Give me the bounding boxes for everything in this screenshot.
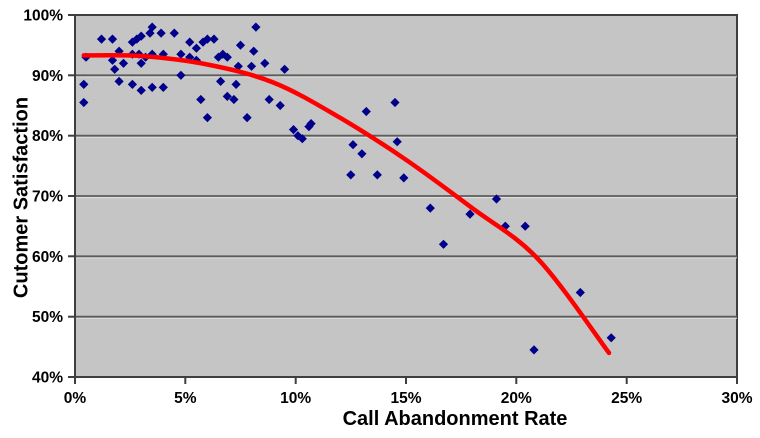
- data-point-marker: [438, 239, 449, 249]
- x-axis-title: Call Abandonment Rate: [342, 408, 568, 430]
- data-point-marker: [107, 55, 118, 65]
- data-point-marker: [260, 58, 270, 68]
- data-point-marker: [158, 82, 168, 92]
- data-point-marker: [79, 97, 89, 108]
- data-point-marker: [229, 94, 239, 105]
- data-point-marker: [79, 79, 89, 89]
- data-point-marker: [209, 34, 219, 44]
- data-point-marker: [246, 61, 257, 71]
- data-point-marker: [288, 125, 299, 135]
- data-point-marker: [147, 22, 157, 32]
- x-tick-label: 5%: [174, 390, 197, 407]
- data-point-marker: [425, 203, 435, 213]
- x-tick-label: 10%: [280, 390, 311, 407]
- data-point-marker: [185, 37, 195, 47]
- y-tick-label: 100%: [23, 8, 63, 25]
- data-point-marker: [127, 79, 137, 89]
- data-point-marker: [213, 52, 223, 62]
- data-point-marker: [390, 97, 400, 108]
- y-tick-label: 70%: [32, 189, 63, 206]
- data-point-marker: [202, 113, 212, 123]
- data-point-marker: [196, 94, 206, 105]
- y-tick-label: 90%: [32, 68, 63, 85]
- data-point-marker: [231, 79, 241, 89]
- data-point-marker: [520, 221, 530, 231]
- data-point-marker: [275, 100, 285, 111]
- data-point-marker: [222, 91, 232, 101]
- data-point-marker: [136, 85, 146, 95]
- data-point-marker: [136, 31, 146, 41]
- data-point-marker: [110, 64, 120, 74]
- data-point-marker: [399, 173, 409, 183]
- x-tick-label: 20%: [501, 390, 532, 407]
- x-tick-label: 0%: [64, 390, 87, 407]
- data-point-marker: [169, 28, 179, 38]
- data-point-marker: [176, 49, 186, 59]
- y-tick-label: 50%: [32, 309, 63, 326]
- data-point-marker: [147, 82, 157, 92]
- data-point-marker: [242, 113, 252, 123]
- data-point-marker: [191, 43, 201, 53]
- data-point-marker: [107, 34, 118, 44]
- y-tick-label: 80%: [32, 128, 63, 145]
- data-point-marker: [372, 170, 382, 180]
- data-point-marker: [304, 122, 314, 132]
- data-point-marker: [249, 46, 259, 56]
- y-axis-title: Cutomer Satisfaction: [10, 96, 33, 299]
- data-point-marker: [606, 333, 616, 343]
- data-point-marker: [222, 52, 232, 62]
- data-point-marker: [465, 209, 475, 219]
- data-point-marker: [357, 149, 367, 159]
- x-tick-label: 25%: [611, 390, 642, 407]
- data-point-marker: [235, 40, 246, 50]
- data-point-marker: [491, 194, 502, 204]
- data-point-marker: [202, 34, 212, 44]
- data-point-marker: [156, 28, 166, 38]
- data-point-marker: [348, 140, 358, 150]
- data-point-marker: [264, 94, 274, 105]
- data-point-marker: [346, 170, 356, 180]
- data-point-marker: [529, 345, 539, 355]
- data-point-marker: [361, 106, 371, 117]
- data-point-marker: [251, 22, 261, 32]
- y-tick-label: 40%: [32, 370, 63, 387]
- data-point-marker: [293, 131, 303, 141]
- data-point-marker: [392, 137, 402, 147]
- y-tick-label: 60%: [32, 249, 63, 266]
- trend-line: [81, 52, 612, 356]
- x-tick-label: 15%: [390, 390, 421, 407]
- data-point-marker: [96, 34, 107, 44]
- data-point-marker: [114, 76, 124, 86]
- data-point-marker: [575, 287, 585, 298]
- data-point-marker: [136, 58, 146, 68]
- x-tick-label: 30%: [721, 390, 752, 407]
- data-point-marker: [216, 76, 226, 86]
- data-point-marker: [176, 70, 186, 80]
- data-point-marker: [297, 134, 307, 144]
- data-point-marker: [306, 119, 316, 129]
- data-point-marker: [118, 58, 129, 68]
- data-point-marker: [280, 64, 290, 74]
